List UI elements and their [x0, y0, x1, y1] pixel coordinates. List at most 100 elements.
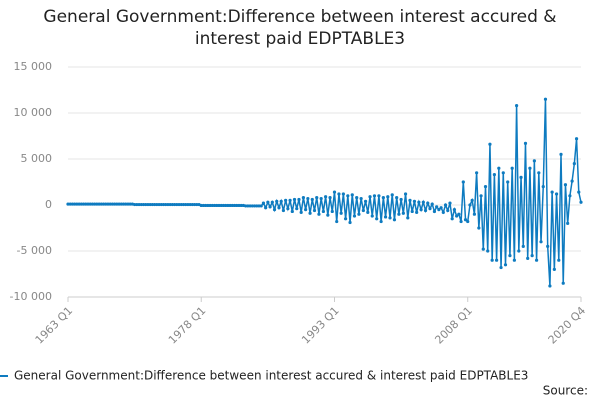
- point: [352, 214, 357, 218]
- point: [341, 192, 345, 196]
- point: [119, 202, 123, 206]
- point: [488, 142, 492, 146]
- point: [255, 204, 259, 208]
- point: [417, 200, 421, 204]
- point: [292, 197, 297, 202]
- point: [201, 203, 206, 208]
- point: [217, 203, 221, 208]
- point: [161, 202, 166, 207]
- point: [554, 192, 559, 196]
- point: [312, 208, 317, 213]
- point: [339, 211, 343, 215]
- point: [455, 214, 459, 218]
- point: [377, 194, 381, 198]
- point: [199, 203, 203, 208]
- point: [559, 152, 563, 156]
- point: [115, 202, 119, 206]
- point: [246, 204, 250, 208]
- point: [452, 208, 457, 212]
- point: [350, 193, 354, 197]
- point: [372, 194, 377, 198]
- y-tick-label: 10 000: [14, 106, 53, 119]
- point: [319, 196, 323, 201]
- point: [248, 204, 252, 208]
- point: [288, 198, 292, 202]
- point: [195, 202, 199, 207]
- point: [81, 202, 86, 206]
- point: [514, 104, 519, 108]
- point: [383, 215, 388, 219]
- point: [461, 180, 465, 184]
- point: [290, 209, 294, 214]
- point: [495, 258, 499, 262]
- point: [450, 217, 454, 221]
- point: [224, 203, 228, 208]
- point: [337, 192, 341, 196]
- point: [133, 202, 137, 207]
- point: [326, 213, 330, 217]
- point: [70, 202, 75, 206]
- point: [550, 190, 554, 194]
- point: [355, 196, 359, 200]
- point: [457, 212, 461, 216]
- point: [321, 209, 325, 214]
- point: [510, 166, 514, 170]
- point: [281, 208, 286, 213]
- point: [528, 166, 532, 170]
- point: [343, 217, 348, 221]
- point: [68, 202, 72, 206]
- point: [306, 196, 310, 201]
- point: [410, 209, 414, 214]
- point: [250, 204, 254, 208]
- point: [150, 202, 154, 207]
- point: [419, 208, 423, 212]
- point: [328, 196, 332, 200]
- point: [304, 208, 308, 212]
- point: [446, 208, 450, 213]
- point: [503, 263, 508, 267]
- point: [426, 201, 430, 205]
- point: [124, 202, 128, 206]
- point: [126, 202, 130, 206]
- point: [275, 199, 279, 203]
- point: [299, 210, 303, 214]
- point: [153, 202, 157, 207]
- y-tick-label: 0: [45, 198, 52, 211]
- point: [579, 200, 583, 204]
- point: [492, 173, 496, 177]
- point: [108, 202, 112, 206]
- point: [561, 281, 565, 285]
- point: [443, 203, 448, 207]
- point: [212, 203, 217, 208]
- point: [221, 203, 226, 208]
- point: [506, 180, 510, 184]
- point: [479, 194, 483, 198]
- point: [521, 244, 525, 248]
- point: [423, 208, 428, 213]
- point: [399, 197, 403, 202]
- point: [88, 202, 92, 206]
- point: [437, 208, 441, 212]
- point: [408, 198, 412, 202]
- point: [366, 210, 370, 214]
- point: [481, 247, 485, 251]
- point: [86, 202, 90, 206]
- point: [570, 179, 574, 183]
- point: [141, 202, 146, 207]
- point: [110, 202, 115, 206]
- point: [537, 171, 541, 175]
- point: [252, 204, 257, 208]
- point: [512, 258, 516, 262]
- point: [170, 202, 174, 207]
- point: [568, 194, 572, 198]
- y-tick-label: 15 000: [14, 60, 53, 73]
- point: [359, 196, 363, 201]
- point: [428, 207, 432, 211]
- point: [210, 203, 214, 208]
- point: [539, 240, 543, 244]
- point: [166, 202, 170, 207]
- point: [113, 202, 117, 206]
- point: [317, 212, 321, 216]
- point: [73, 202, 77, 206]
- point: [477, 226, 481, 230]
